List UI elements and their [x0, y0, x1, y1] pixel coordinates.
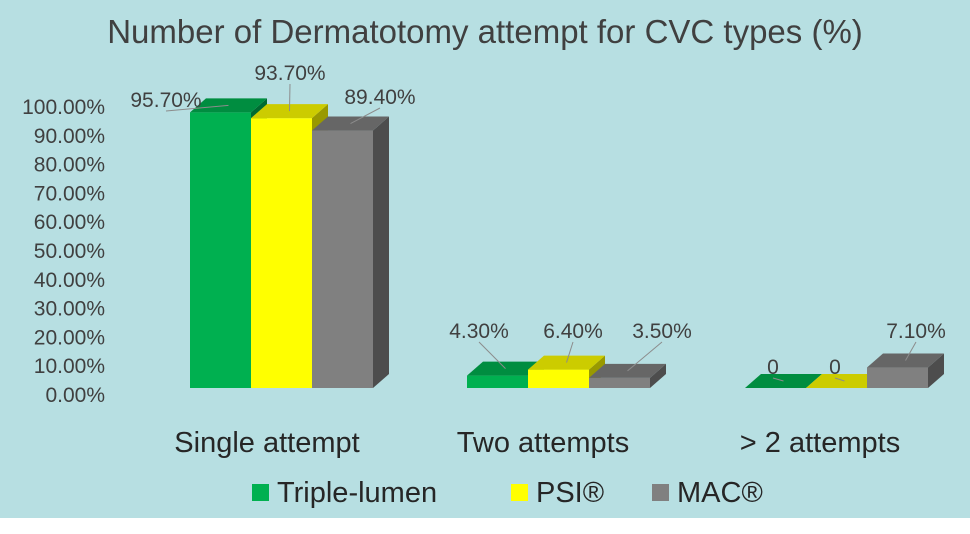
data-label: 93.70% [254, 62, 325, 85]
legend: Triple-lumen PSI® MAC® [252, 477, 763, 509]
legend-item: PSI® [511, 477, 604, 509]
x-category-label: Single attempt [174, 427, 359, 459]
y-tick-label: 50.00% [34, 240, 105, 263]
data-label: 0 [829, 356, 841, 379]
legend-swatch [652, 484, 669, 501]
data-label: 3.50% [632, 320, 692, 343]
y-tick-label: 30.00% [34, 298, 105, 321]
legend-swatch [252, 484, 269, 501]
bar-front-face [467, 375, 528, 388]
data-label-leader [350, 107, 381, 124]
data-label: 6.40% [543, 320, 603, 343]
bar-front-face [589, 377, 650, 388]
bar-chart: Number of Dermatotomy attempt for CVC ty… [22, 13, 946, 509]
y-axis: 0.00% 10.00% 20.00% 30.00% 40.00% 50.00% 60.00… [22, 96, 105, 407]
bar-side-face [928, 353, 944, 388]
y-tick-label: 0.00% [45, 384, 105, 407]
x-category-label: > 2 attempts [740, 427, 900, 459]
data-label-leader [834, 377, 845, 382]
data-label-leader [772, 377, 784, 382]
y-tick-label: 90.00% [34, 125, 105, 148]
legend-item: MAC® [652, 477, 763, 509]
data-label: 4.30% [449, 320, 509, 343]
y-tick-label: 100.00% [22, 96, 105, 119]
data-label-leader [165, 104, 229, 112]
data-label: 0 [767, 356, 779, 379]
legend-swatch [511, 484, 528, 501]
legend-item: Triple-lumen [252, 477, 437, 509]
y-tick-label: 40.00% [34, 269, 105, 292]
bar-side-face [650, 363, 666, 388]
legend-label: MAC® [677, 477, 763, 509]
bar-front-face [251, 118, 312, 389]
bar [867, 353, 944, 388]
y-tick-label: 70.00% [34, 182, 105, 205]
data-label-leader [566, 341, 574, 363]
y-tick-label: 80.00% [34, 154, 105, 177]
data-label-leader [905, 341, 917, 361]
data-label: 89.40% [344, 86, 415, 109]
bar-front-face [312, 130, 373, 388]
bar-front-face [190, 112, 251, 388]
chart-area: Number of Dermatotomy attempt for CVC ty… [0, 0, 970, 518]
y-tick-label: 10.00% [34, 355, 105, 378]
data-label-leader [289, 83, 291, 112]
bar [312, 116, 389, 388]
data-label: 7.10% [886, 320, 946, 343]
legend-label: PSI® [536, 477, 604, 509]
y-tick-label: 60.00% [34, 211, 105, 234]
y-tick-label: 20.00% [34, 326, 105, 349]
bar-front-face [528, 369, 589, 388]
x-category-label: Two attempts [457, 427, 629, 459]
data-label-leader [478, 341, 506, 369]
data-label-leader [627, 341, 663, 372]
legend-label: Triple-lumen [277, 477, 437, 509]
bars [190, 98, 944, 389]
chart-title: Number of Dermatotomy attempt for CVC ty… [107, 13, 863, 50]
data-labels: 95.70% 93.70% 89.40% 4.30% 6.40% 3.50% 0 0 7.10% [130, 62, 946, 382]
x-axis: Single attempt Two attempts > 2 attempts [174, 427, 900, 459]
bar-side-face [373, 116, 389, 388]
bar-front-face [867, 367, 928, 388]
data-label: 95.70% [130, 89, 201, 112]
